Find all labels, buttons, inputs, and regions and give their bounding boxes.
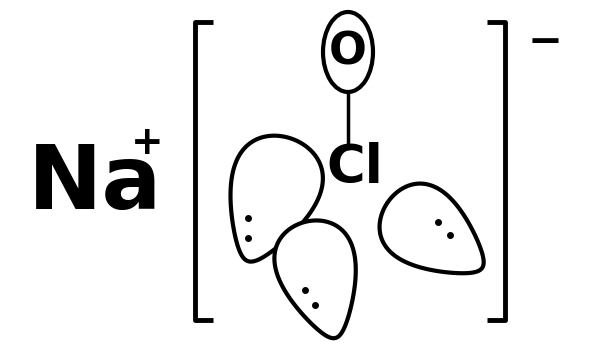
Ellipse shape bbox=[323, 12, 373, 92]
Text: +: + bbox=[131, 124, 163, 162]
Text: O: O bbox=[329, 30, 367, 74]
Text: Cl: Cl bbox=[326, 142, 383, 194]
Text: −: − bbox=[527, 21, 562, 63]
Polygon shape bbox=[230, 136, 323, 262]
Text: Na: Na bbox=[28, 141, 162, 228]
Polygon shape bbox=[380, 183, 484, 273]
Polygon shape bbox=[274, 221, 356, 338]
